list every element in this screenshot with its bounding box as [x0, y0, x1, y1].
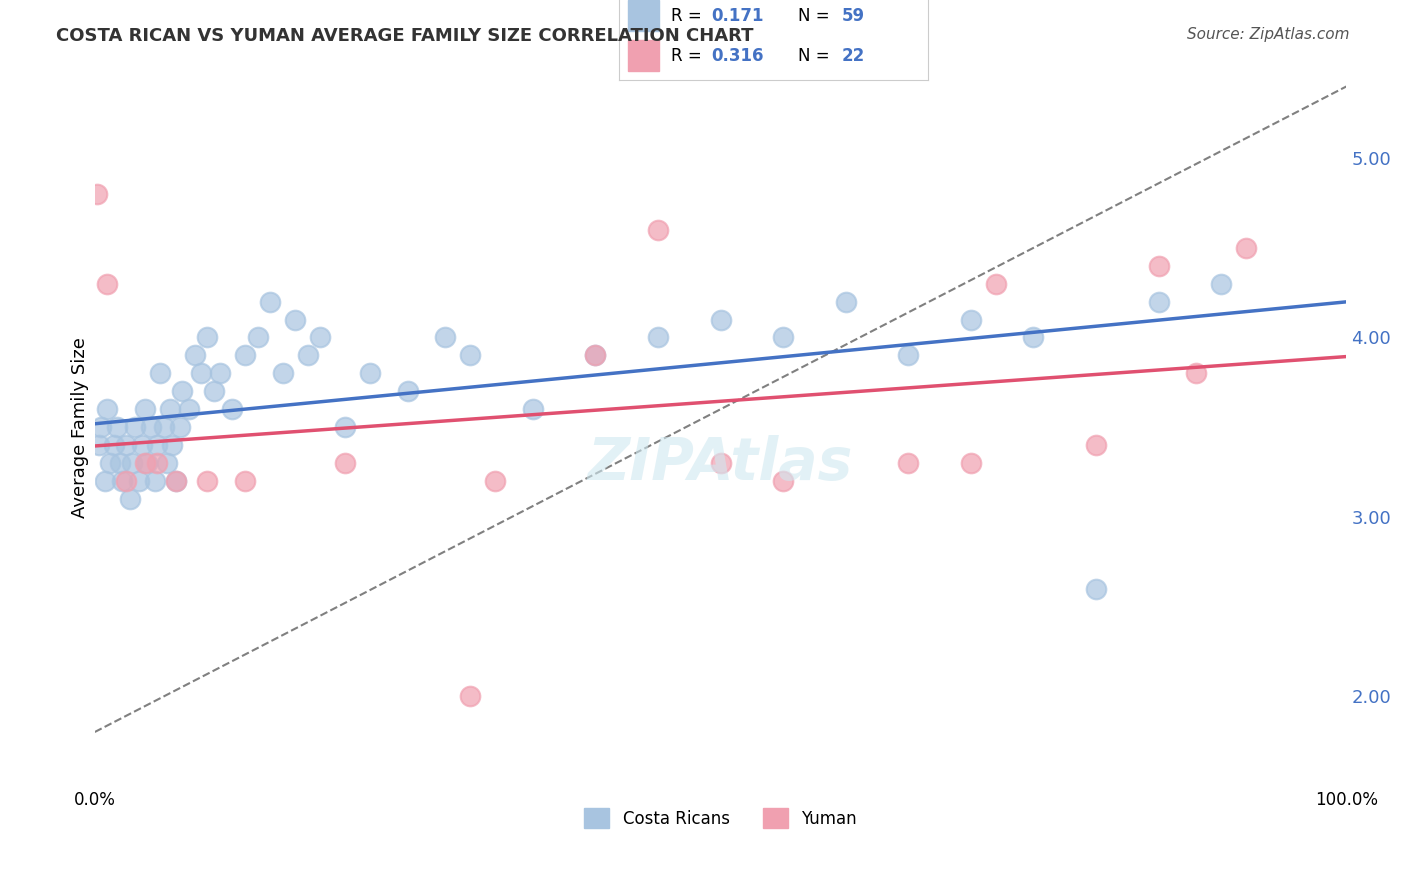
Point — [271, 367, 294, 381]
Point — [333, 420, 356, 434]
Point — [152, 420, 174, 434]
Point — [115, 438, 138, 452]
Point — [115, 474, 138, 488]
Point — [333, 456, 356, 470]
Point — [149, 367, 172, 381]
Point — [108, 456, 131, 470]
Point — [309, 330, 332, 344]
Point — [221, 402, 243, 417]
Point — [835, 294, 858, 309]
Point — [159, 402, 181, 417]
Point — [190, 367, 212, 381]
Point — [297, 348, 319, 362]
Point — [1147, 259, 1170, 273]
Point — [202, 384, 225, 399]
Point — [131, 438, 153, 452]
Text: 0.316: 0.316 — [711, 46, 763, 65]
Point — [146, 456, 169, 470]
Point — [522, 402, 544, 417]
Point — [143, 474, 166, 488]
Text: 0.171: 0.171 — [711, 6, 763, 25]
Text: 22: 22 — [841, 46, 865, 65]
Point — [710, 312, 733, 326]
Point — [103, 438, 125, 452]
Point — [1085, 582, 1108, 596]
Point — [121, 456, 143, 470]
Point — [984, 277, 1007, 291]
Point — [583, 348, 606, 362]
Point — [897, 456, 920, 470]
Point — [134, 402, 156, 417]
Point — [284, 312, 307, 326]
Point — [458, 348, 481, 362]
Point — [233, 474, 256, 488]
Point — [259, 294, 281, 309]
Point — [772, 474, 794, 488]
Bar — [628, 40, 659, 71]
Text: N =: N = — [799, 46, 835, 65]
Point — [233, 348, 256, 362]
Point — [94, 474, 117, 488]
Point — [647, 330, 669, 344]
Point — [128, 474, 150, 488]
Point — [960, 312, 983, 326]
Text: R =: R = — [671, 46, 707, 65]
Bar — [628, 0, 659, 31]
Point — [86, 187, 108, 202]
Point — [208, 367, 231, 381]
Point — [96, 277, 118, 291]
Point — [162, 438, 184, 452]
Point — [197, 474, 219, 488]
Point — [98, 456, 121, 470]
Text: Source: ZipAtlas.com: Source: ZipAtlas.com — [1187, 27, 1350, 42]
Point — [177, 402, 200, 417]
Point — [583, 348, 606, 362]
Text: COSTA RICAN VS YUMAN AVERAGE FAMILY SIZE CORRELATION CHART: COSTA RICAN VS YUMAN AVERAGE FAMILY SIZE… — [56, 27, 754, 45]
Point — [897, 348, 920, 362]
Point — [1211, 277, 1233, 291]
Point — [246, 330, 269, 344]
Text: ZIPAtlas: ZIPAtlas — [588, 434, 853, 491]
Point — [647, 223, 669, 237]
Point — [146, 438, 169, 452]
Point — [134, 456, 156, 470]
Point — [124, 420, 146, 434]
Point — [87, 438, 110, 452]
Point — [1234, 241, 1257, 255]
Point — [172, 384, 194, 399]
Point — [105, 420, 128, 434]
Point — [458, 689, 481, 703]
Text: 59: 59 — [841, 6, 865, 25]
Point — [165, 474, 187, 488]
Point — [184, 348, 207, 362]
Point — [396, 384, 419, 399]
Point — [710, 456, 733, 470]
Point — [169, 420, 191, 434]
Point — [434, 330, 457, 344]
Point — [1147, 294, 1170, 309]
Point — [960, 456, 983, 470]
Point — [96, 402, 118, 417]
Point — [1085, 438, 1108, 452]
Point — [197, 330, 219, 344]
Point — [772, 330, 794, 344]
Text: R =: R = — [671, 6, 707, 25]
Point — [1022, 330, 1045, 344]
Point — [90, 420, 112, 434]
Point — [1185, 367, 1208, 381]
Text: N =: N = — [799, 6, 835, 25]
Point — [111, 474, 134, 488]
Point — [136, 456, 159, 470]
Point — [139, 420, 162, 434]
Point — [165, 474, 187, 488]
Point — [156, 456, 179, 470]
Y-axis label: Average Family Size: Average Family Size — [72, 336, 89, 517]
Legend: Costa Ricans, Yuman: Costa Ricans, Yuman — [578, 801, 863, 835]
Point — [118, 491, 141, 506]
Point — [359, 367, 381, 381]
Point — [484, 474, 506, 488]
